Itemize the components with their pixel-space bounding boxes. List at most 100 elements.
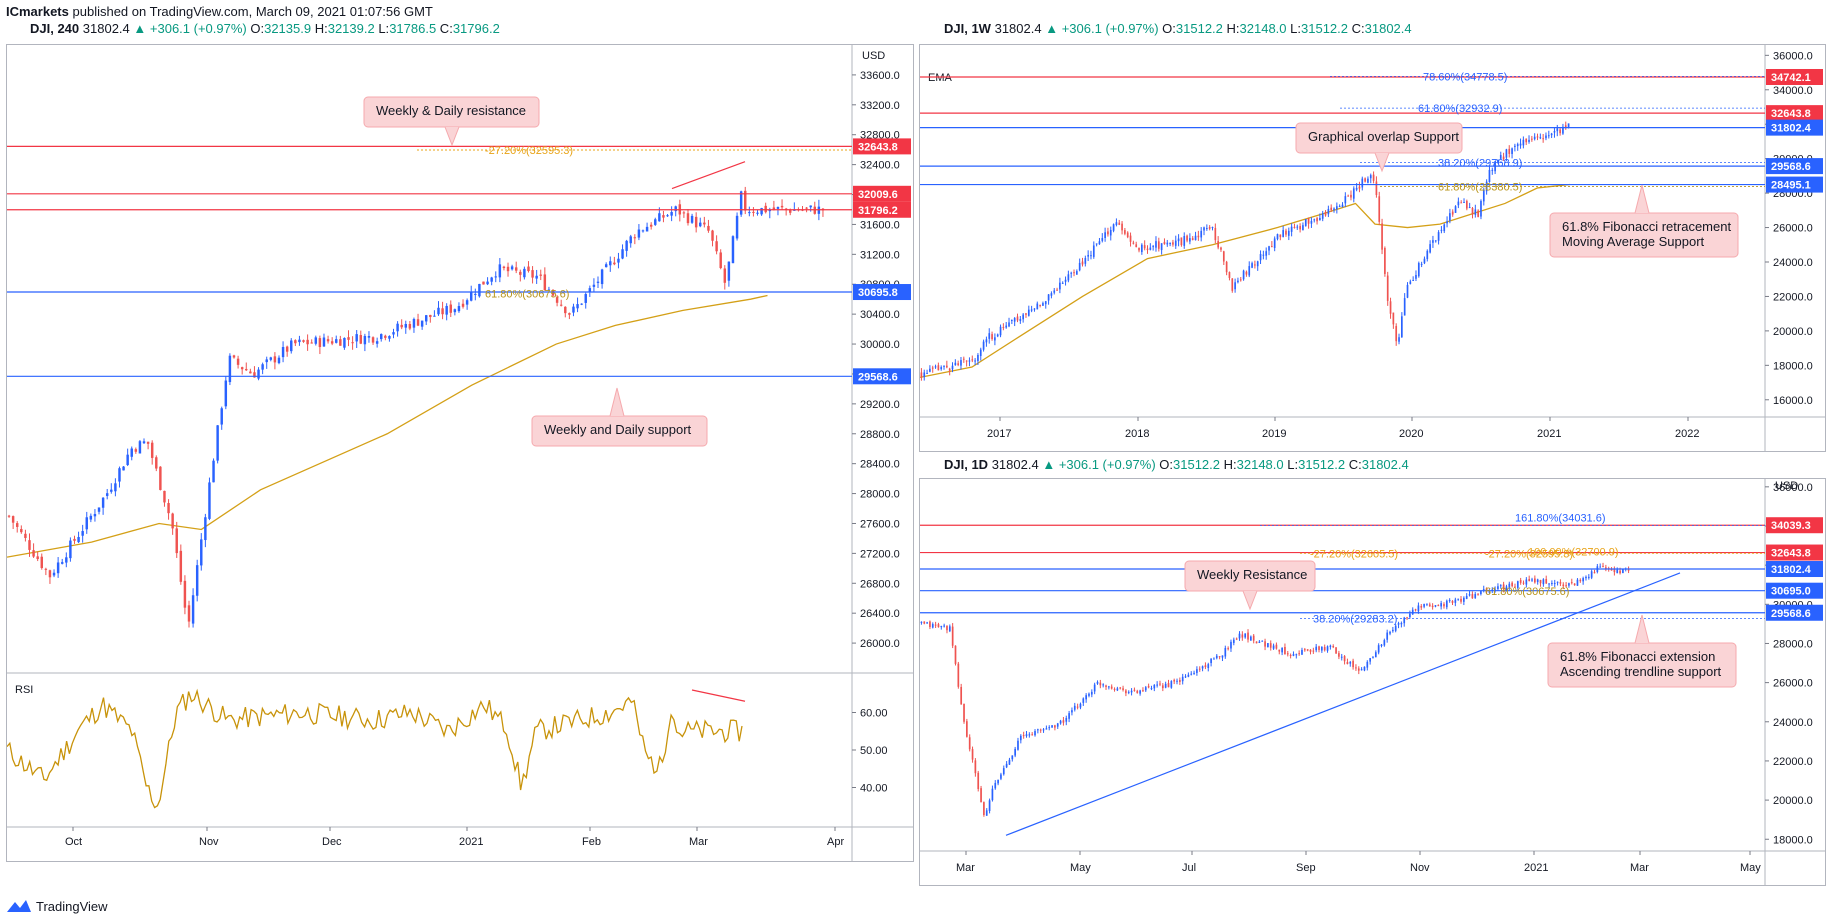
candle-4h-candle <box>237 359 239 365</box>
x-tick-label: Mar <box>1630 862 1649 874</box>
candle-4h-candle <box>384 336 386 338</box>
candle-daily-candle <box>1193 673 1195 674</box>
candle-4h-candle <box>216 425 218 460</box>
candle-daily-candle <box>1068 713 1070 719</box>
candle-weekly-candle <box>943 366 945 367</box>
candle-daily-candle <box>1599 567 1601 568</box>
candle-daily-candle <box>1037 729 1039 730</box>
candle-4h-candle <box>131 449 133 457</box>
price-label: 29568.6 <box>858 371 898 383</box>
candle-daily-candle <box>1097 682 1099 684</box>
annotation-text: Ascending trendline support <box>1560 664 1722 679</box>
candle-4h-candle <box>143 441 145 443</box>
candle-weekly-candle <box>946 366 948 368</box>
candle-weekly-candle <box>1373 175 1375 181</box>
candle-daily-candle <box>1577 580 1579 586</box>
candle-4h-candle <box>715 241 717 251</box>
candle-weekly-candle <box>1045 301 1047 304</box>
candle-4h-candle <box>90 516 92 520</box>
annotation-callout: Weekly Resistance <box>1185 561 1315 609</box>
candle-4h-candle <box>564 307 566 313</box>
chart-daily-svg[interactable]: USD36000.034000.032000.030000.028000.026… <box>920 479 1825 885</box>
candle-daily-candle <box>929 622 931 627</box>
chart-panel-daily[interactable]: USD36000.034000.032000.030000.028000.026… <box>919 478 1826 886</box>
candle-daily-candle <box>1352 661 1354 667</box>
candle-4h-candle <box>429 315 431 317</box>
candle-daily-candle <box>960 687 962 704</box>
candle-weekly-candle <box>1175 241 1177 246</box>
candle-daily-candle <box>989 800 991 811</box>
fib-label: 38.20%(29283.2) <box>1313 613 1397 625</box>
candle-daily-candle <box>1378 645 1380 652</box>
candle-4h-candle <box>711 231 713 241</box>
candle-4h-candle <box>135 449 137 452</box>
candle-4h-candle <box>748 212 750 213</box>
candle-4h-candle <box>388 336 390 339</box>
candle-weekly-candle <box>1036 304 1038 310</box>
chart-weekly-svg[interactable]: 36000.034000.032000.030000.028000.026000… <box>920 45 1825 451</box>
candle-weekly-candle <box>921 372 923 377</box>
candle-weekly-candle <box>1381 223 1383 249</box>
candle-4h-candle <box>605 264 607 267</box>
candle-daily-candle <box>972 749 974 760</box>
divergence-line-rsi <box>692 690 745 701</box>
annotation-text: 61.8% Fibonacci retracement <box>1562 219 1731 234</box>
candle-daily-candle <box>1099 683 1101 686</box>
candle-weekly-candle <box>1274 238 1276 247</box>
y-axis-tick-label: 27200.0 <box>860 548 900 560</box>
candle-weekly-candle <box>1149 248 1151 250</box>
candle-4h-candle <box>809 206 811 208</box>
candle-daily-candle <box>1259 642 1261 643</box>
rsi-tick-label: 40.00 <box>860 783 888 795</box>
candle-weekly-candle <box>1384 248 1386 274</box>
price-label: 30695.8 <box>858 287 898 299</box>
candle-4h-candle <box>417 319 419 325</box>
candle-4h-candle <box>511 266 513 269</box>
candle-weekly-candle <box>1356 188 1358 190</box>
chart-panel-weekly[interactable]: 36000.034000.032000.030000.028000.026000… <box>919 44 1826 452</box>
candle-daily-candle <box>1318 646 1320 650</box>
tradingview-footer[interactable]: TradingView <box>6 898 108 914</box>
candle-daily-candle <box>1065 718 1067 722</box>
candle-4h-candle <box>147 442 149 444</box>
candle-daily-candle <box>926 622 928 623</box>
candle-daily-candle <box>1602 566 1604 567</box>
y-axis-tick-label: 28000.0 <box>1773 638 1813 650</box>
chart-panel-4h[interactable]: USD33600.033200.032800.032400.032000.031… <box>6 44 914 862</box>
author-name[interactable]: ICmarkets <box>6 4 69 19</box>
candle-daily-candle <box>1023 735 1025 736</box>
candle-daily-candle <box>1202 666 1204 668</box>
candle-weekly-candle <box>1127 233 1129 238</box>
candle-weekly-candle <box>1305 219 1307 226</box>
candle-4h-candle <box>278 358 280 363</box>
candle-daily-candle <box>983 802 985 815</box>
candle-daily-candle <box>1241 634 1243 637</box>
candle-daily-candle <box>1284 647 1286 654</box>
candle-daily-candle <box>1003 768 1005 774</box>
candle-4h-candle <box>507 267 509 271</box>
x-tick-label: 2018 <box>1125 428 1149 440</box>
candle-4h-candle <box>666 215 668 216</box>
candle-weekly-candle <box>1393 313 1395 325</box>
y-axis-tick-label: 20000.0 <box>1773 795 1813 807</box>
price-label: 29568.6 <box>1771 161 1811 173</box>
candle-4h-candle <box>568 313 570 315</box>
chart-4h-svg[interactable]: USD33600.033200.032800.032400.032000.031… <box>7 45 913 861</box>
candle-weekly-candle <box>1011 320 1013 321</box>
candle-4h-candle <box>261 364 263 369</box>
candle-4h-candle <box>601 269 603 284</box>
annotation-callout: Weekly and Daily support <box>532 388 707 446</box>
candle-weekly-candle <box>1313 219 1315 220</box>
annotation-pointer <box>1635 185 1649 213</box>
candle-daily-candle <box>1369 658 1371 662</box>
candle-4h-candle <box>286 347 288 352</box>
candle-daily-candle <box>1401 623 1403 624</box>
candle-4h-candle <box>225 381 227 407</box>
candle-weekly-candle <box>1302 225 1304 230</box>
candle-weekly-candle <box>1271 246 1273 247</box>
candle-4h-candle <box>139 441 141 453</box>
candle-daily-candle <box>1108 686 1110 687</box>
candle-daily-candle <box>1412 610 1414 615</box>
candle-weekly-candle <box>1251 263 1253 268</box>
candle-daily-candle <box>1534 578 1536 582</box>
